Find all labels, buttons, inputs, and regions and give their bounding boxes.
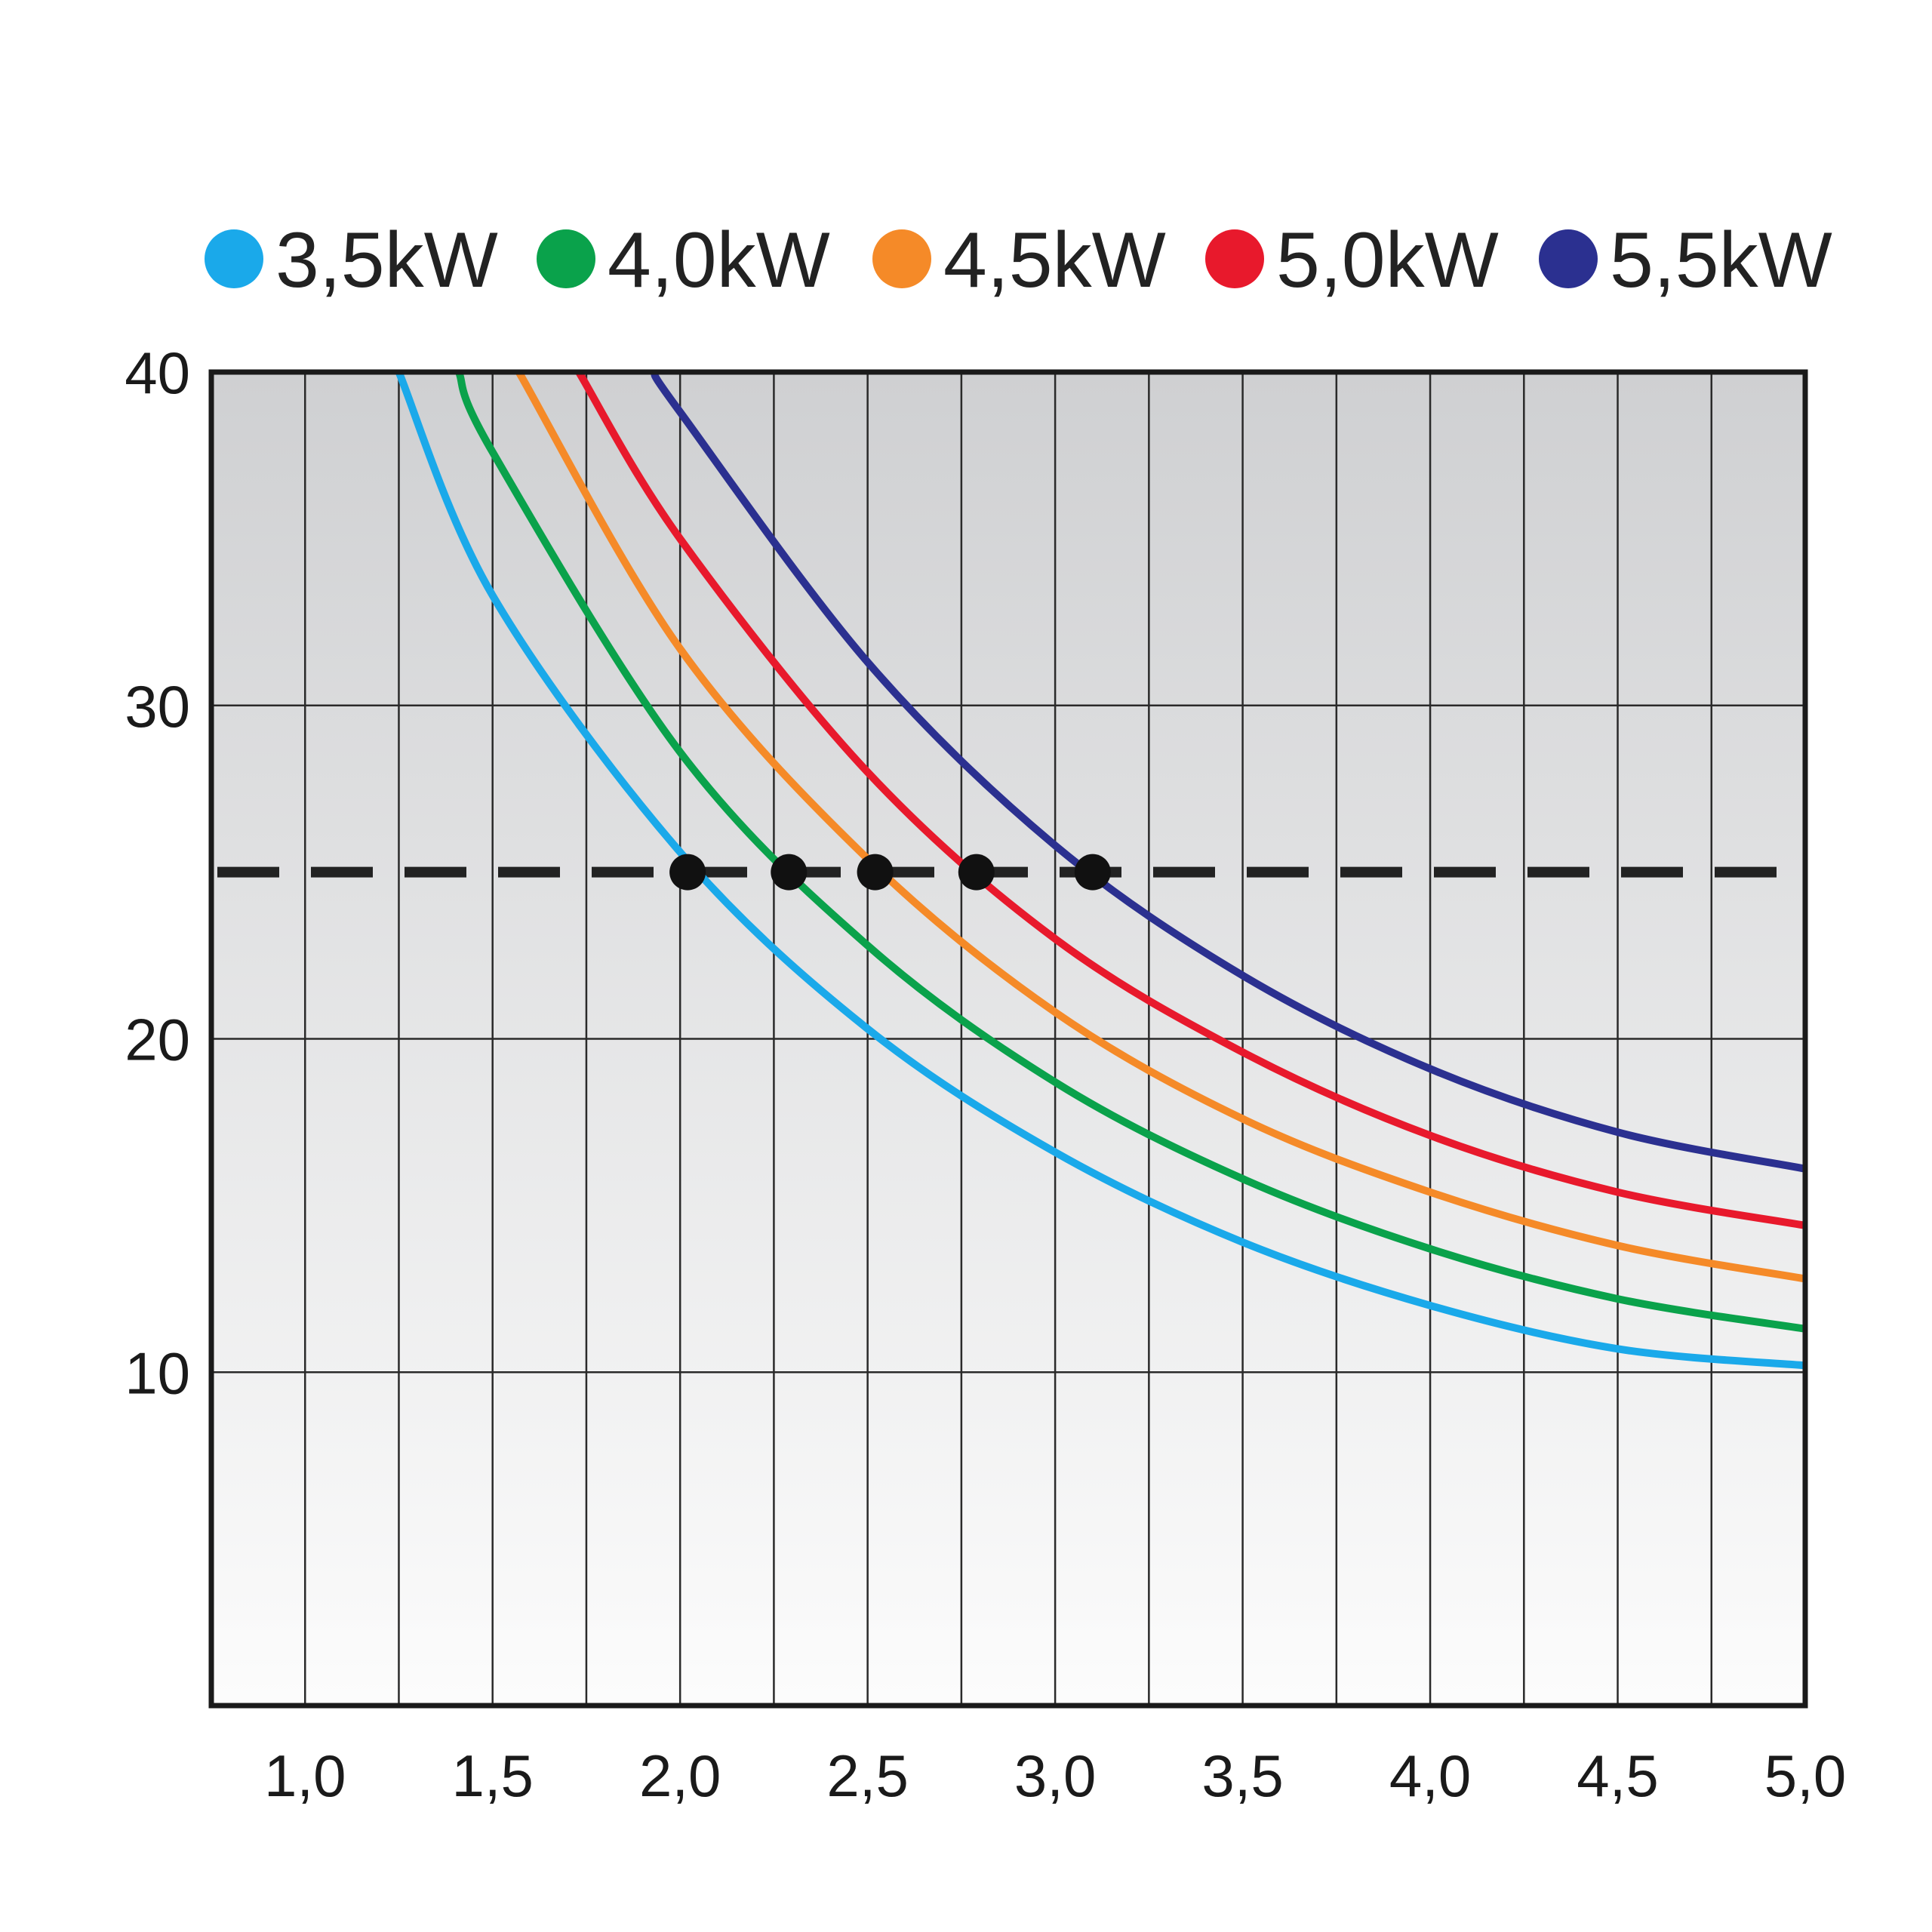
legend-label: 4,5kW — [943, 217, 1166, 304]
intersection-marker-5 — [1074, 854, 1111, 891]
series-line-1 — [395, 371, 1806, 1370]
markers — [669, 854, 1111, 891]
legend-label: 4,0kW — [608, 217, 830, 304]
legend-item-4: 5,0kW — [1205, 217, 1499, 304]
x-tick-label: 2,0 — [639, 1743, 721, 1809]
x-tick-label: 2,5 — [826, 1743, 908, 1809]
legend-item-1: 3,5kW — [205, 217, 498, 304]
y-tick-label: 10 — [125, 1340, 190, 1406]
legend-swatch — [1539, 229, 1598, 288]
legend-swatch — [205, 229, 263, 288]
legend-item-2: 4,0kW — [537, 217, 830, 304]
series-lines — [395, 370, 1806, 1370]
x-tick-label: 4,5 — [1577, 1743, 1658, 1809]
legend-item-5: 5,5kW — [1539, 217, 1832, 304]
intersection-marker-2 — [771, 854, 808, 891]
legend-label: 3,5kW — [275, 217, 498, 304]
series-line-2 — [455, 371, 1806, 1333]
x-tick-label: 3,5 — [1201, 1743, 1283, 1809]
legend-swatch — [1205, 229, 1264, 288]
legend-item-3: 4,5kW — [872, 217, 1166, 304]
y-axis-ticks: 10 20 30 40 — [125, 340, 190, 1406]
legend-swatch — [872, 229, 931, 288]
x-axis-ticks: 1,0 1,5 2,0 2,5 3,0 3,5 4,0 4,5 5,0 — [264, 1743, 1846, 1809]
y-tick-label: 30 — [125, 673, 190, 740]
series-line-4 — [575, 370, 1806, 1229]
intersection-marker-4 — [958, 854, 995, 891]
y-tick-label: 20 — [125, 1007, 190, 1073]
x-tick-label: 4,0 — [1389, 1743, 1471, 1809]
x-tick-label: 1,0 — [264, 1743, 346, 1809]
intersection-marker-1 — [669, 854, 706, 891]
series-line-3 — [515, 370, 1806, 1283]
legend-label: 5,0kW — [1276, 217, 1499, 304]
legend: 3,5kW 4,0kW 4,5kW 5,0kW 5,5kW — [205, 217, 1832, 304]
x-tick-label: 5,0 — [1764, 1743, 1846, 1809]
intersection-marker-3 — [857, 854, 894, 891]
x-tick-label: 3,0 — [1014, 1743, 1096, 1809]
series-line-5 — [651, 370, 1806, 1173]
plot-frame — [208, 369, 1808, 1709]
legend-swatch — [537, 229, 595, 288]
legend-label: 5,5kW — [1610, 217, 1832, 304]
y-tick-label: 40 — [125, 340, 190, 406]
x-tick-label: 1,5 — [451, 1743, 533, 1809]
